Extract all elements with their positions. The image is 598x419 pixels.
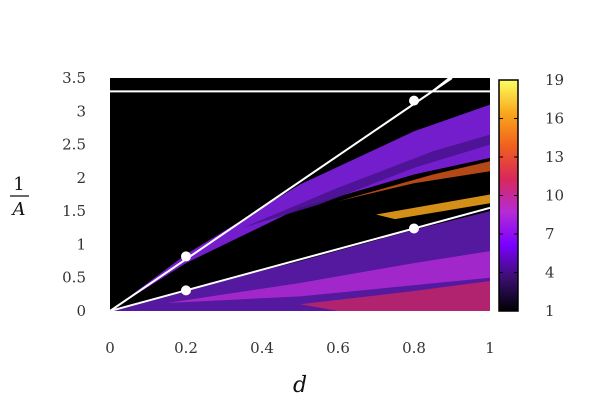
x-axis-label: d: [293, 373, 307, 398]
overlay-markers: [181, 75, 453, 296]
marker-point-3: [409, 223, 419, 234]
colorbar-tick-label: 19: [545, 71, 564, 89]
y-tick-label: 0: [76, 302, 86, 320]
colorbar-tick-label: 1: [545, 302, 555, 320]
y-tick-label: 1: [76, 235, 86, 253]
x-tick-label: 0.6: [326, 339, 350, 357]
marker-point-2: [409, 95, 419, 106]
colorbar-tick-label: 7: [545, 225, 555, 243]
colorbar-tick-label: 16: [545, 110, 564, 128]
y-tick-label: 0.5: [62, 269, 86, 287]
y-tick-label: 3.5: [62, 69, 86, 87]
x-tick-label: 0.4: [250, 339, 274, 357]
overlay-lines: [110, 78, 490, 311]
colorbar-tick-label: 10: [545, 187, 564, 205]
y-axis-label-numerator: 1: [13, 174, 24, 195]
y-tick-label: 2: [76, 169, 86, 187]
y-tick-label: 3: [76, 102, 86, 120]
upper-region-orange-band: [338, 161, 490, 202]
lower-region-red-band: [300, 281, 490, 311]
marker-point-0: [181, 251, 191, 262]
upper-region-dark-band: [243, 134, 490, 228]
lower-region-band: [167, 251, 490, 303]
overlay-line-1: [110, 78, 453, 311]
colorbar-tick-label: 13: [545, 148, 564, 166]
x-tick-label: 0.2: [174, 339, 198, 357]
colorbar-tick-label: 4: [545, 264, 555, 282]
x-tick-label: 1: [485, 339, 495, 357]
y-axis-ticks: 0 0.5 1 1.5 2 2.5 3 3.5: [62, 69, 86, 320]
overlay-line-1-extension: [432, 75, 453, 92]
marker-point-1: [181, 285, 191, 296]
overlay-line-2: [110, 206, 490, 311]
colorbar-ticks: 1 4 7 10 13 16 19: [499, 71, 564, 320]
x-tick-label: 0: [105, 339, 115, 357]
y-axis-label: 1 A: [10, 174, 29, 220]
x-tick-label: 0.8: [402, 339, 426, 357]
x-axis-ticks: 0 0.2 0.4 0.6 0.8 1: [105, 339, 495, 357]
y-tick-label: 2.5: [62, 136, 86, 154]
lower-region-yellow-band: [376, 194, 490, 220]
y-tick-label: 1.5: [62, 202, 86, 220]
y-axis-label-denominator: A: [11, 199, 26, 220]
